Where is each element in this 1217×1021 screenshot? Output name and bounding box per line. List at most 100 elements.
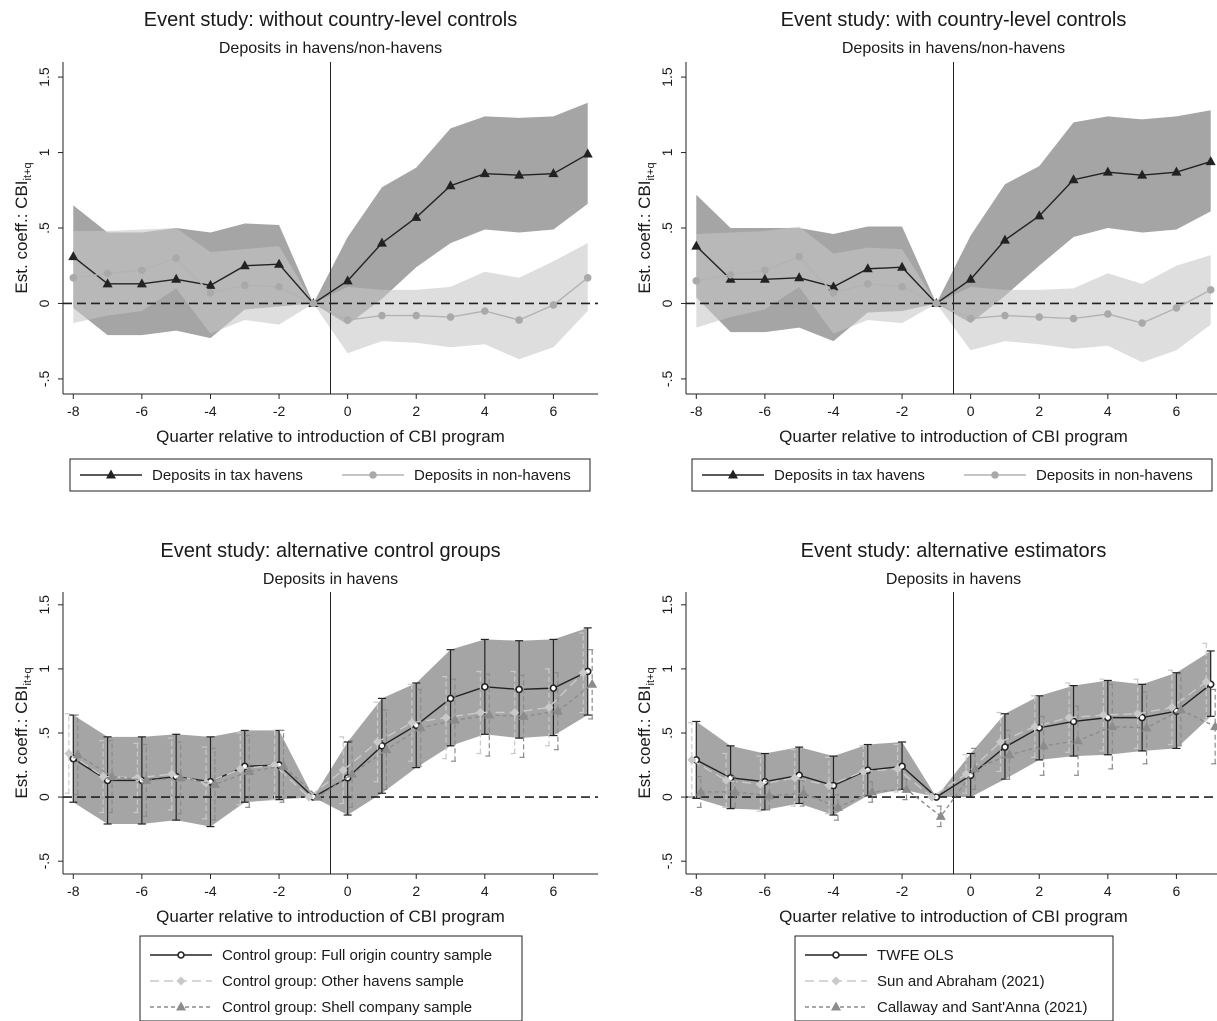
y-tick-label: 0: [659, 299, 675, 307]
x-axis-label: Quarter relative to introduction of CBI …: [156, 907, 505, 926]
data-point: [309, 299, 318, 308]
data-point: [695, 786, 706, 796]
data-point: [64, 749, 74, 759]
data-point: [544, 702, 554, 712]
data-point: [1138, 319, 1146, 327]
data-point: [411, 211, 422, 221]
data-point: [72, 749, 83, 759]
y-axis-label: Est. coeff.: CBIit+q: [635, 162, 657, 293]
series-control-group-shell-company-sample: [72, 649, 598, 821]
legend-label-deposits-in-non-havens: Deposits in non-havens: [414, 467, 571, 484]
x-tick-label: -8: [67, 403, 80, 419]
x-axis-label: Quarter relative to introduction of CBI …: [156, 427, 505, 446]
legend: Control group: Full origin country sampl…: [139, 935, 523, 1021]
x-tick-label: 0: [967, 403, 975, 419]
data-point: [515, 685, 523, 694]
chart-panel-3: Event study: alternative control groups D…: [12, 540, 598, 1021]
y-axis-label-subscript: it+q: [22, 162, 34, 180]
data-point: [172, 254, 180, 262]
data-point: [858, 766, 868, 776]
data-point: [798, 787, 809, 797]
y-tick-label: .5: [659, 727, 675, 739]
data-point: [583, 274, 592, 282]
legend-label-control-group-full-origin-country-sample: Control group: Full origin country sampl…: [222, 947, 492, 964]
x-tick-label: 6: [550, 883, 558, 899]
data-point: [475, 707, 485, 717]
legend-label-sun-and-abraham-2021: Sun and Abraham (2021): [877, 973, 1045, 990]
y-tick-label: 1.5: [36, 595, 52, 615]
data-point: [209, 778, 220, 788]
legend-label-callaway-and-sant-anna-2021: Callaway and Sant'Anna (2021): [877, 999, 1088, 1016]
x-axis-label: Quarter relative to introduction of CBI …: [779, 907, 1128, 926]
chart-panel-2: Event study: with country-level controls…: [635, 9, 1217, 492]
y-tick-label: -.5: [659, 853, 675, 870]
y-tick-label: .5: [659, 222, 675, 234]
data-point: [343, 316, 352, 324]
data-point: [582, 148, 593, 158]
data-point: [312, 791, 323, 801]
data-point: [1001, 743, 1009, 751]
x-tick-label: -8: [690, 403, 703, 419]
data-point: [510, 707, 520, 717]
series-line: [72, 153, 589, 305]
y-axis-label: Est. coeff.: CBIit+q: [12, 667, 34, 798]
legend-label-deposits-in-non-havens: Deposits in non-havens: [1036, 467, 1193, 484]
data-point: [98, 772, 108, 782]
x-tick-label: -6: [136, 403, 149, 419]
data-point: [1064, 713, 1074, 723]
data-point: [1030, 722, 1040, 732]
y-tick-label: 1.5: [36, 67, 52, 87]
data-point: [1068, 174, 1079, 184]
y-tick-label: -.5: [36, 853, 52, 870]
chart-title: Event study: alternative control groups: [160, 540, 500, 562]
data-point: [175, 772, 186, 782]
data-point: [863, 280, 872, 288]
y-tick-label: 1.5: [659, 67, 675, 87]
x-tick-label: 2: [412, 403, 420, 419]
x-tick-label: 4: [1104, 883, 1112, 899]
y-axis-label-subscript: it+q: [645, 667, 657, 685]
data-point: [205, 279, 216, 289]
data-point: [278, 760, 289, 770]
data-point: [1138, 713, 1146, 722]
x-tick-label: 6: [1173, 403, 1181, 419]
data-point: [687, 755, 697, 765]
data-point: [548, 168, 559, 178]
data-point: [755, 779, 765, 789]
data-point: [441, 713, 451, 723]
series-line: [696, 255, 1212, 324]
x-tick-label: 6: [550, 403, 558, 419]
legend-label-control-group-other-havens-sample: Control group: Other havens sample: [222, 973, 464, 990]
data-point: [832, 801, 843, 811]
data-point: [206, 289, 215, 297]
data-point: [932, 299, 941, 308]
chart-subtitle: Deposits in havens/non-havens: [842, 40, 1065, 57]
data-point: [587, 678, 598, 688]
legend-box: [69, 458, 591, 492]
legend-marker-control-group-shell-company-sample: [176, 1001, 186, 1011]
ci-band-deposits-in-non-havens: [696, 226, 1211, 363]
data-point: [1038, 740, 1049, 750]
x-tick-label: 6: [1173, 883, 1181, 899]
data-point: [867, 786, 878, 796]
series-sun-and-abraham-2021: [687, 642, 1211, 815]
x-tick-label: -6: [759, 403, 772, 419]
chart-title: Event study: without country-level contr…: [144, 9, 518, 31]
data-point: [484, 709, 495, 719]
data-point: [761, 266, 769, 275]
chart-subtitle: Deposits in havens/non-havens: [219, 40, 442, 57]
data-point: [446, 313, 455, 321]
series-callaway-and-sant-anna-2021: [695, 673, 1217, 828]
legend-marker-deposits-in-non-havens: [991, 471, 999, 479]
data-point: [901, 783, 912, 793]
x-tick-label: 4: [481, 883, 489, 899]
x-tick-label: -2: [896, 883, 909, 899]
data-point: [1206, 286, 1215, 294]
series-line: [68, 672, 584, 799]
data-point: [578, 668, 588, 678]
data-point: [304, 792, 314, 802]
data-point: [1035, 313, 1044, 321]
data-point: [1167, 702, 1177, 712]
data-point: [721, 775, 731, 785]
